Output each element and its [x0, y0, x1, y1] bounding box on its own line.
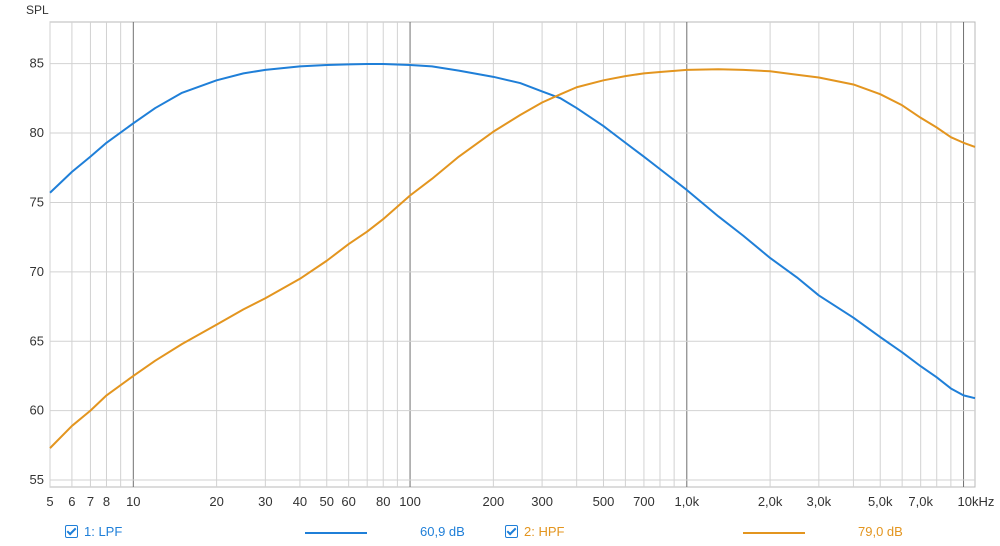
- x-tick-label: 300: [531, 494, 553, 509]
- x-tick-label: 3,0k: [807, 494, 832, 509]
- hpf-line-swatch: [743, 532, 805, 534]
- x-tick-label: 1,0k: [675, 494, 700, 509]
- x-tick-label: 500: [593, 494, 615, 509]
- hpf-series-label: 2: HPF: [524, 524, 565, 539]
- x-tick-label: 200: [483, 494, 505, 509]
- x-tick-label: 60: [341, 494, 355, 509]
- x-tick-label: 50: [320, 494, 334, 509]
- x-tick-label: 100: [399, 494, 421, 509]
- x-tick-label: 700: [633, 494, 655, 509]
- x-tick-label: 2,0k: [758, 494, 783, 509]
- hpf-cursor-value: 79,0 dB: [858, 524, 903, 539]
- lpf-visibility-checkbox[interactable]: [65, 525, 78, 538]
- y-tick-label: 75: [30, 194, 44, 209]
- x-tick-label: 20: [209, 494, 223, 509]
- y-tick-label: 55: [30, 472, 44, 487]
- y-tick-label: 80: [30, 125, 44, 140]
- y-axis-title: SPL: [26, 3, 49, 17]
- lpf-series-label: 1: LPF: [84, 524, 123, 539]
- lpf-cursor-value: 60,9 dB: [420, 524, 465, 539]
- x-tick-label: 10kHz: [958, 494, 995, 509]
- lpf-line-swatch: [305, 532, 367, 534]
- y-tick-label: 60: [30, 403, 44, 418]
- series-line-hpf: [49, 68, 976, 449]
- hpf-visibility-checkbox[interactable]: [505, 525, 518, 538]
- series-line-lpf: [49, 63, 976, 400]
- x-tick-label: 40: [293, 494, 307, 509]
- x-tick-label: 8: [103, 494, 110, 509]
- x-tick-label: 7: [87, 494, 94, 509]
- x-tick-label: 80: [376, 494, 390, 509]
- y-tick-label: 85: [30, 56, 44, 71]
- y-tick-label: 70: [30, 264, 44, 279]
- y-tick-label: 65: [30, 333, 44, 348]
- chart-svg: 55 60 65 70 75 80 85 SPL 5 6 7 8 10 20 30 40 50 60 80 100 20…: [26, 3, 995, 509]
- x-tick-label: 6: [68, 494, 75, 509]
- x-tick-label: 7,0k: [908, 494, 933, 509]
- legend: 1: LPF 60,9 dB 2: HPF 79,0 dB: [0, 520, 1000, 544]
- plot-area: [49, 21, 976, 488]
- x-tick-label: 5: [46, 494, 53, 509]
- x-tick-label: 30: [258, 494, 272, 509]
- x-tick-label: 10: [126, 494, 140, 509]
- x-tick-label: 5,0k: [868, 494, 893, 509]
